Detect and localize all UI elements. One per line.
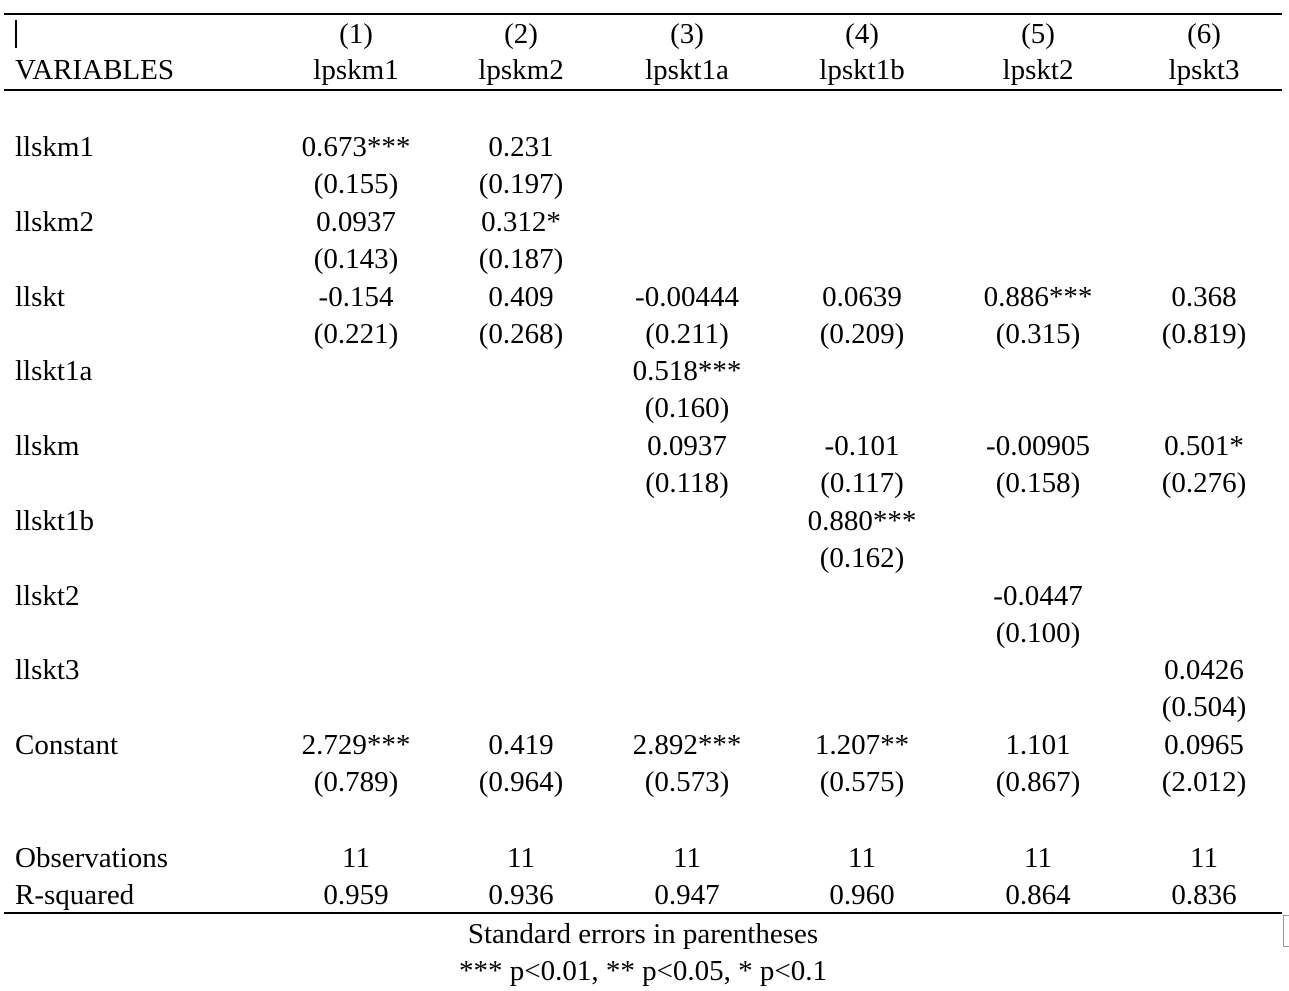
se-cell: (0.789) [313,766,399,798]
coef-cell: 1.207** [814,729,910,761]
column-dependent-var: lpskt2 [1002,54,1074,86]
se-cell: (0.867) [995,766,1081,798]
column-dependent-var: lpskt3 [1168,54,1240,86]
column-number: (4) [845,18,879,50]
coef-cell: 0.886*** [983,280,1093,313]
stat-cell: 11 [507,842,535,874]
coef-cell: 0.419 [488,729,554,761]
column-number: (1) [339,18,373,50]
coef-cell: -0.154 [318,280,394,313]
se-cell: (0.819) [1161,317,1247,350]
coef-cell: 0.501* [1164,430,1244,462]
coef-cell: 2.729*** [301,729,411,761]
row-label: llskt1a [15,355,93,388]
row-label: llskt [15,280,65,313]
coef-cell: 0.0965 [1164,729,1244,761]
row-label: llskm1 [15,131,94,163]
stat-cell: 0.959 [323,879,389,911]
top-rule [4,13,1282,15]
se-cell: (0.575) [819,766,905,798]
se-cell: (0.964) [478,766,564,798]
row-label: Constant [15,729,119,761]
coef-cell: 0.518*** [632,355,742,388]
coef-cell: -0.00905 [986,430,1090,462]
se-cell: (0.209) [819,317,905,350]
coef-cell: -0.0447 [993,579,1083,612]
row-label: llskt2 [15,579,80,612]
se-cell: (0.221) [313,317,399,350]
coef-cell: 0.880*** [807,504,917,537]
coef-cell: 0.231 [488,131,554,163]
coef-cell: 0.368 [1171,280,1237,313]
se-cell: (0.158) [995,467,1081,499]
column-number: (2) [504,18,538,50]
column-dependent-var: lpskm2 [478,54,564,86]
bottom-rule [4,912,1282,914]
row-label: llskt1b [15,504,94,537]
se-cell: (0.155) [313,168,399,200]
se-cell: (2.012) [1161,766,1247,798]
se-cell: (0.211) [645,317,729,350]
text-cursor [15,20,17,48]
coef-cell: 0.0639 [822,280,902,313]
se-cell: (0.276) [1161,467,1247,499]
se-cell: (0.504) [1161,691,1247,724]
column-dependent-var: lpskm1 [313,54,399,86]
row-label: llskm [15,430,80,462]
se-cell: (0.143) [313,242,399,275]
se-cell: (0.117) [820,467,904,499]
stat-cell: 0.864 [1005,879,1071,911]
coef-cell: -0.00444 [635,280,739,313]
se-cell: (0.118) [645,467,729,499]
se-cell: (0.573) [644,766,730,798]
coef-cell: 1.101 [1005,729,1071,761]
column-dependent-var: lpskt1b [819,54,905,86]
se-cell: (0.162) [819,541,905,574]
stat-cell: 11 [673,842,701,874]
variables-header: VARIABLES [15,54,174,86]
column-number: (5) [1021,18,1055,50]
page-corner-mark [1283,915,1289,947]
column-number: (3) [670,18,704,50]
se-cell: (0.197) [478,168,564,200]
coef-cell: 2.892*** [632,729,742,761]
coef-cell: 0.0937 [647,430,727,462]
stat-cell: 0.836 [1171,879,1237,911]
coef-cell: -0.101 [824,430,900,462]
stat-cell: 0.936 [488,879,554,911]
coef-cell: 0.409 [488,280,554,313]
stat-cell: 0.947 [654,879,720,911]
se-cell: (0.160) [644,392,730,425]
stat-cell: 11 [1024,842,1052,874]
table-note: *** p<0.01, ** p<0.05, * p<0.1 [458,955,828,987]
coef-cell: 0.312* [481,205,561,238]
stat-cell: 0.960 [829,879,895,911]
stat-cell: 11 [848,842,876,874]
se-cell: (0.100) [995,616,1081,649]
header-rule [4,89,1282,91]
coef-cell: 0.0426 [1164,654,1244,687]
coef-cell: 0.673*** [301,131,411,163]
stat-cell: 11 [1190,842,1218,874]
se-cell: (0.315) [995,317,1081,350]
stat-label: R-squared [15,879,135,911]
column-dependent-var: lpskt1a [645,54,729,86]
se-cell: (0.187) [478,242,564,275]
table-note: Standard errors in parentheses [467,918,819,950]
stat-cell: 11 [342,842,370,874]
column-number: (6) [1187,18,1221,50]
row-label: llskt3 [15,654,80,687]
stat-label: Observations [15,842,169,874]
se-cell: (0.268) [478,317,564,350]
coef-cell: 0.0937 [316,205,396,238]
row-label: llskm2 [15,205,94,238]
